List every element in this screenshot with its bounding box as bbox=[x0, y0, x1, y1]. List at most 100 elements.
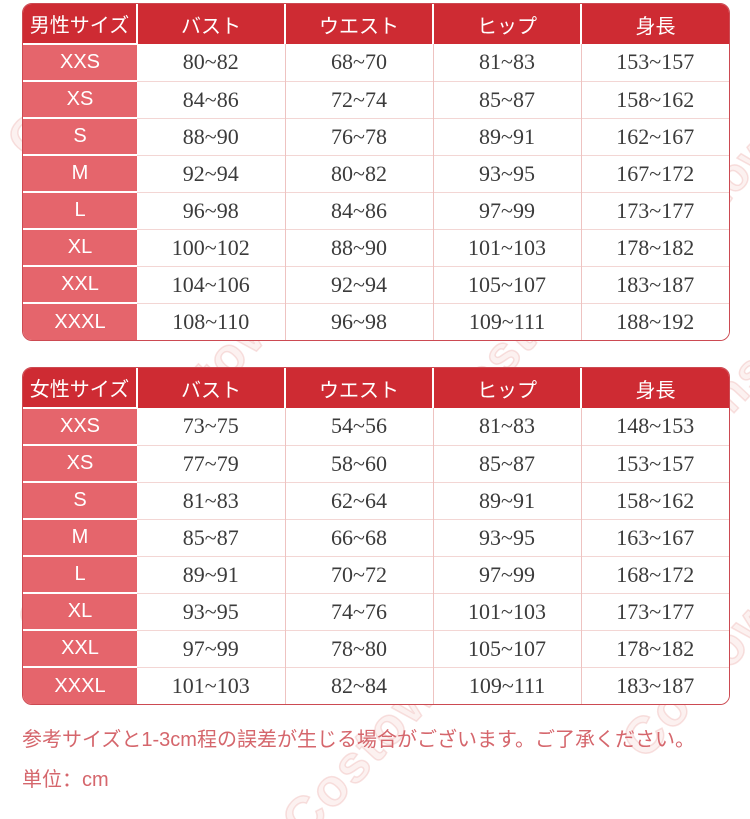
size-label-cell: XXXL bbox=[23, 302, 137, 340]
measure-cell: 178~182 bbox=[580, 228, 729, 266]
measure-cell: 104~106 bbox=[137, 265, 285, 303]
table-row: XXL 97~99 78~80 105~107 178~182 bbox=[23, 629, 729, 667]
measure-cell: 167~172 bbox=[580, 154, 729, 192]
size-label-cell: XXXL bbox=[23, 666, 137, 704]
size-column-header: 男性サイズ bbox=[23, 4, 137, 44]
measure-column-header: 身長 bbox=[580, 368, 729, 408]
measure-cell: 85~87 bbox=[432, 80, 581, 118]
measure-cell: 163~167 bbox=[580, 518, 729, 556]
measure-cell: 93~95 bbox=[432, 154, 581, 192]
measure-column-header: ヒップ bbox=[432, 368, 581, 408]
measure-cell: 81~83 bbox=[432, 44, 581, 81]
measure-cell: 148~153 bbox=[580, 408, 729, 445]
measure-cell: 72~74 bbox=[284, 80, 433, 118]
measure-cell: 58~60 bbox=[284, 444, 433, 482]
size-label-cell: L bbox=[23, 191, 137, 229]
measure-cell: 173~177 bbox=[580, 191, 729, 229]
measure-column-header: 身長 bbox=[580, 4, 729, 44]
table-row: XXXL 101~103 82~84 109~111 183~187 bbox=[23, 666, 729, 704]
table-row: XL 93~95 74~76 101~103 173~177 bbox=[23, 592, 729, 630]
measure-cell: 153~157 bbox=[580, 44, 729, 81]
measure-cell: 97~99 bbox=[432, 191, 581, 229]
womens-table-header-row: 女性サイズ バスト ウエスト ヒップ 身長 bbox=[23, 368, 729, 408]
size-label-cell: XXS bbox=[23, 43, 137, 81]
measure-cell: 108~110 bbox=[137, 302, 285, 340]
size-column-header: 女性サイズ bbox=[23, 368, 137, 408]
measure-cell: 77~79 bbox=[137, 444, 285, 482]
measure-cell: 88~90 bbox=[137, 117, 285, 155]
size-chart-page: 男性サイズ バスト ウエスト ヒップ 身長 XXS 80~82 68~70 81~83 153~… bbox=[0, 3, 750, 795]
size-label-cell: S bbox=[23, 481, 137, 519]
measure-cell: 97~99 bbox=[432, 555, 581, 593]
measure-cell: 93~95 bbox=[432, 518, 581, 556]
measure-cell: 96~98 bbox=[284, 302, 433, 340]
measure-cell: 105~107 bbox=[432, 265, 581, 303]
table-row: M 85~87 66~68 93~95 163~167 bbox=[23, 518, 729, 556]
measure-cell: 66~68 bbox=[284, 518, 433, 556]
measure-column-header: ヒップ bbox=[432, 4, 581, 44]
unit-note: 単位：cm bbox=[22, 769, 109, 791]
measure-cell: 88~90 bbox=[284, 228, 433, 266]
size-label-cell: XXS bbox=[23, 407, 137, 445]
table-row: S 88~90 76~78 89~91 162~167 bbox=[23, 117, 729, 155]
measure-cell: 178~182 bbox=[580, 629, 729, 667]
table-row: XXS 73~75 54~56 81~83 148~153 bbox=[23, 407, 729, 445]
measure-cell: 84~86 bbox=[137, 80, 285, 118]
measure-cell: 76~78 bbox=[284, 117, 433, 155]
womens-table-body: XXS 73~75 54~56 81~83 148~153 XS 77~79 58~60 85~… bbox=[23, 407, 729, 704]
measure-cell: 85~87 bbox=[432, 444, 581, 482]
measure-cell: 109~111 bbox=[432, 302, 581, 340]
table-row: XS 84~86 72~74 85~87 158~162 bbox=[23, 80, 729, 118]
measure-cell: 89~91 bbox=[432, 481, 581, 519]
measure-cell: 96~98 bbox=[137, 191, 285, 229]
measure-cell: 82~84 bbox=[284, 666, 433, 704]
size-label-cell: XL bbox=[23, 228, 137, 266]
measure-cell: 54~56 bbox=[284, 408, 433, 445]
mens-table-body: XXS 80~82 68~70 81~83 153~157 XS 84~86 72~74 85~… bbox=[23, 43, 729, 340]
measure-cell: 93~95 bbox=[137, 592, 285, 630]
measure-cell: 92~94 bbox=[284, 265, 433, 303]
measure-cell: 92~94 bbox=[137, 154, 285, 192]
measure-cell: 101~103 bbox=[432, 592, 581, 630]
measure-column-header: バスト bbox=[136, 368, 285, 408]
measure-cell: 68~70 bbox=[284, 44, 433, 81]
table-row: S 81~83 62~64 89~91 158~162 bbox=[23, 481, 729, 519]
measure-cell: 183~187 bbox=[580, 666, 729, 704]
measure-cell: 162~167 bbox=[580, 117, 729, 155]
measure-cell: 100~102 bbox=[137, 228, 285, 266]
table-row: L 89~91 70~72 97~99 168~172 bbox=[23, 555, 729, 593]
size-label-cell: XXL bbox=[23, 629, 137, 667]
size-label-cell: XXL bbox=[23, 265, 137, 303]
size-label-cell: M bbox=[23, 154, 137, 192]
measure-cell: 73~75 bbox=[137, 408, 285, 445]
size-label-cell: XS bbox=[23, 80, 137, 118]
measure-cell: 158~162 bbox=[580, 481, 729, 519]
measure-cell: 80~82 bbox=[284, 154, 433, 192]
womens-size-table: 女性サイズ バスト ウエスト ヒップ 身長 XXS 73~75 54~56 81~83 148~… bbox=[22, 367, 730, 705]
size-label-cell: L bbox=[23, 555, 137, 593]
table-row: M 92~94 80~82 93~95 167~172 bbox=[23, 154, 729, 192]
table-row: XXS 80~82 68~70 81~83 153~157 bbox=[23, 43, 729, 81]
measure-column-header: ウエスト bbox=[284, 368, 433, 408]
measure-cell: 101~103 bbox=[432, 228, 581, 266]
size-label-cell: S bbox=[23, 117, 137, 155]
measure-cell: 89~91 bbox=[432, 117, 581, 155]
measure-column-header: ウエスト bbox=[284, 4, 433, 44]
measure-cell: 81~83 bbox=[432, 408, 581, 445]
measure-cell: 80~82 bbox=[137, 44, 285, 81]
table-row: XXL 104~106 92~94 105~107 183~187 bbox=[23, 265, 729, 303]
measure-cell: 173~177 bbox=[580, 592, 729, 630]
measure-cell: 89~91 bbox=[137, 555, 285, 593]
measure-cell: 81~83 bbox=[137, 481, 285, 519]
size-label-cell: XS bbox=[23, 444, 137, 482]
table-row: XL 100~102 88~90 101~103 178~182 bbox=[23, 228, 729, 266]
measure-cell: 188~192 bbox=[580, 302, 729, 340]
measure-column-header: バスト bbox=[136, 4, 285, 44]
footnotes: 参考サイズと1-3cm程の誤差が生じる場合がございます。ご了承ください。 単位：… bbox=[22, 726, 750, 795]
size-label-cell: XL bbox=[23, 592, 137, 630]
table-row: L 96~98 84~86 97~99 173~177 bbox=[23, 191, 729, 229]
measure-cell: 74~76 bbox=[284, 592, 433, 630]
measure-cell: 158~162 bbox=[580, 80, 729, 118]
measure-cell: 105~107 bbox=[432, 629, 581, 667]
measure-cell: 109~111 bbox=[432, 666, 581, 704]
